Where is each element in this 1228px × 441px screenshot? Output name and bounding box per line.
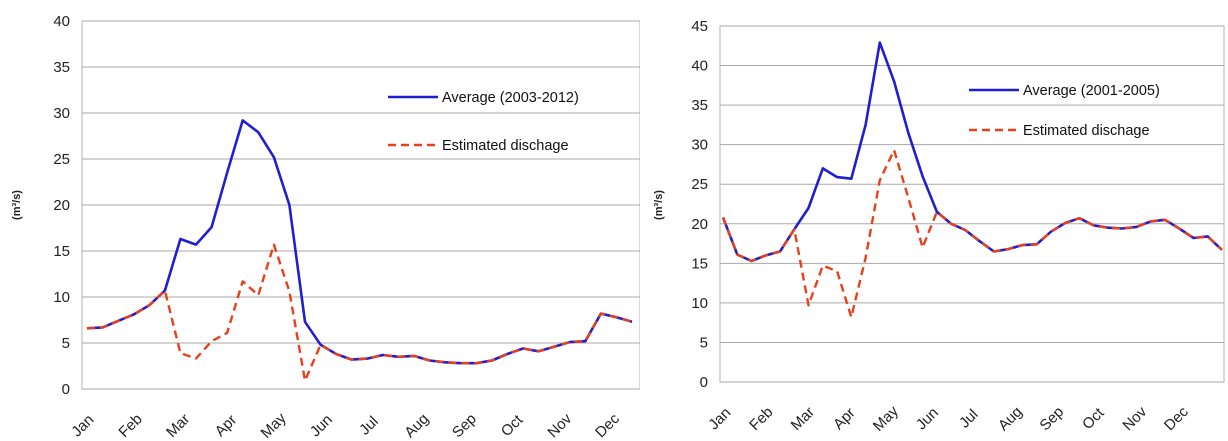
x-tick-label: Mar (788, 404, 818, 434)
y-tick-label: 25 (691, 176, 708, 193)
series-line-average (721, 41, 1223, 263)
x-tick-label: Oct (1079, 404, 1108, 433)
x-tick-label: Jun (913, 404, 942, 433)
y-tick-label: 40 (691, 58, 708, 75)
legend-label: Average (2003-2012) (442, 90, 579, 106)
y-tick-label: 15 (691, 255, 708, 272)
x-tick-label: Jul (356, 413, 382, 439)
x-tick-label: Jun (307, 411, 336, 440)
y-axis-label: (m³/s) (653, 190, 665, 220)
legend-label: Estimated dischage (442, 138, 569, 154)
x-tick-label: May (258, 409, 290, 441)
series-line-average (86, 119, 633, 365)
x-tick-label: Feb (115, 411, 145, 441)
plot-frame (719, 25, 1225, 383)
y-tick-label: 30 (53, 105, 70, 122)
y-tick-label: 35 (53, 59, 70, 76)
y-tick-label: 0 (62, 381, 70, 398)
y-tick-label: 5 (700, 334, 708, 351)
y-tick-label: 10 (691, 295, 708, 312)
legend-label: Estimated dischage (1023, 123, 1150, 139)
x-tick-label: Feb (746, 404, 776, 434)
x-tick-label: Nov (544, 410, 575, 441)
y-tick-label: 45 (691, 18, 708, 35)
y-tick-label: 20 (53, 197, 70, 214)
legend-label: Average (2001-2005) (1023, 83, 1160, 99)
chart-right: 0 5 10 15 20 25 30 35 40 45 (m³/s) Jan Feb Mar Apr May J… (653, 18, 1225, 435)
y-tick-label: 15 (53, 243, 70, 260)
y-tick-label: 35 (691, 97, 708, 114)
y-tick-label: 0 (700, 374, 708, 391)
y-tick-label: 25 (53, 151, 70, 168)
x-tick-label: Oct (498, 411, 527, 440)
x-tick-label: Apr (830, 405, 859, 434)
y-tick-label: 40 (53, 13, 70, 30)
x-tick-label: Jan (68, 411, 97, 440)
x-tick-label: Nov (1119, 403, 1150, 434)
y-tick-label: 5 (62, 335, 70, 352)
x-tick-label: May (870, 402, 902, 434)
x-tick-label: Dec (592, 410, 623, 441)
x-tick-label: Mar (163, 411, 193, 441)
y-tick-label: 30 (691, 137, 708, 154)
x-tick-label: Sep (449, 410, 480, 441)
x-tick-label: Dec (1161, 403, 1192, 434)
chart-left: 0 5 10 15 20 25 30 35 40 (m³/s) Jan Feb Mar Apr May Jun… (11, 13, 640, 441)
y-axis-label: (m³/s) (11, 190, 23, 220)
y-tick-label: 10 (53, 289, 70, 306)
x-tick-label: Sep (1036, 403, 1067, 434)
x-tick-label: Aug (401, 410, 432, 441)
x-tick-label: Apr (212, 412, 241, 441)
series-line-estimated (721, 148, 1223, 319)
series-line-estimated (86, 243, 633, 382)
x-tick-label: Jul (956, 406, 982, 432)
y-tick-label: 20 (691, 216, 708, 233)
x-tick-label: Jan (705, 404, 734, 433)
x-tick-label: Aug (995, 403, 1026, 434)
